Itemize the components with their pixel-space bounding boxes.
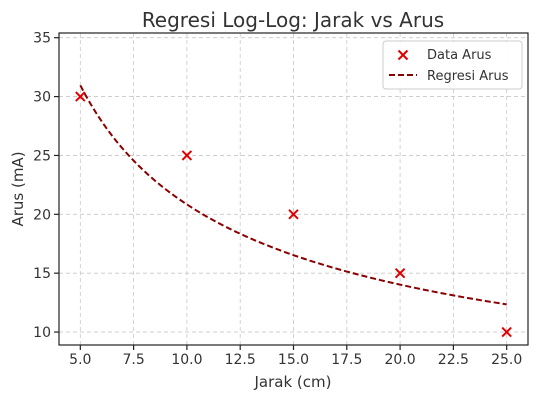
data-point <box>394 267 406 279</box>
data-point <box>501 326 512 338</box>
legend-label-regresi-arus: Regresi Arus <box>427 69 509 84</box>
data-point <box>181 150 193 161</box>
data-point <box>288 209 299 220</box>
x-tick-label: 25.0 <box>491 352 522 368</box>
x-tick-label: 12.5 <box>225 352 256 368</box>
x-tick-label: 7.5 <box>122 352 144 368</box>
y-axis: 10 15 20 25 30 35 <box>33 31 59 341</box>
chart-title: Regresi Log-Log: Jarak vs Arus <box>142 8 444 32</box>
y-axis-label: Arus (mA) <box>9 151 27 226</box>
x-tick-label: 17.5 <box>331 352 362 368</box>
legend-marker-data-arus <box>397 49 409 61</box>
y-tick-label: 10 <box>33 325 51 341</box>
y-tick-label: 25 <box>33 148 51 164</box>
x-tick-label: 15.0 <box>278 352 309 368</box>
x-tick-label: 20.0 <box>385 352 416 368</box>
x-tick-label: 22.5 <box>438 352 469 368</box>
x-axis-label: Jarak (cm) <box>254 373 332 391</box>
x-axis: 5.0 7.5 10.0 12.5 15.0 17.5 20.0 22.5 25.0 <box>69 345 522 368</box>
legend-box <box>382 40 523 90</box>
y-tick-label: 15 <box>33 266 51 282</box>
regression-line <box>79 84 507 306</box>
data-point <box>75 91 86 102</box>
legend: Data Arus Regresi Arus <box>382 40 523 90</box>
plot-area <box>75 84 512 338</box>
y-tick-label: 35 <box>33 31 51 47</box>
x-tick-label: 10.0 <box>171 352 202 368</box>
legend-label-data-arus: Data Arus <box>427 48 492 63</box>
x-tick-label: 5.0 <box>69 352 91 368</box>
y-tick-label: 20 <box>33 207 51 223</box>
y-tick-label: 30 <box>33 90 51 106</box>
